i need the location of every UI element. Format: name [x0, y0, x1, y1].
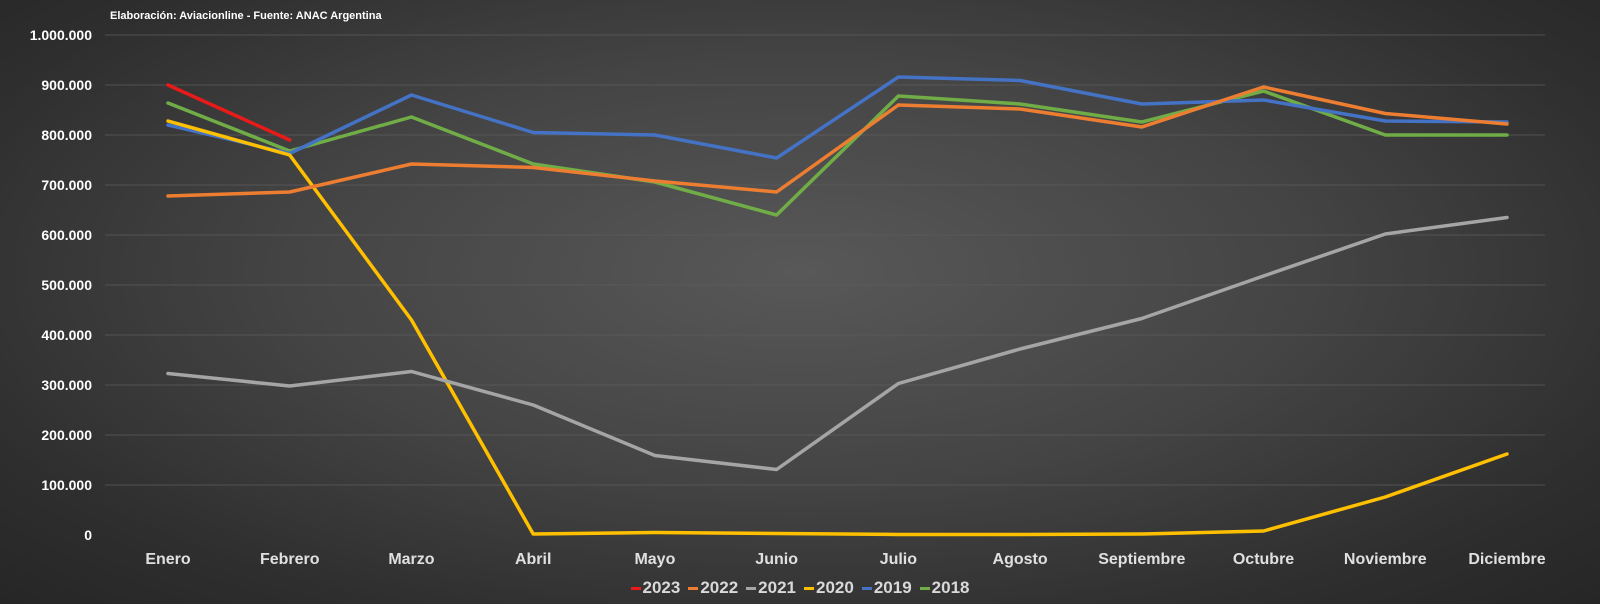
series-line-2018 [166, 89, 1509, 217]
x-tick-label: Abril [515, 551, 551, 568]
legend-item-2022: 2022 [688, 578, 738, 598]
x-tick-label: Noviembre [1344, 551, 1427, 568]
y-tick-label: 700.000 [41, 177, 92, 193]
y-tick-label: 400.000 [41, 327, 92, 343]
series-lines [166, 75, 1509, 537]
legend-label: 2020 [816, 578, 854, 597]
source-note: Elaboración: Aviacionline - Fuente: ANAC… [110, 10, 382, 22]
x-tick-label: Diciembre [1468, 551, 1545, 568]
series-line-2022 [166, 85, 1509, 198]
legend-label: 2019 [873, 578, 912, 597]
legend: 2023 2022 2021 2020 2019 2018 [0, 578, 1600, 598]
x-tick-label: Septiembre [1098, 551, 1185, 568]
y-tick-label: 0 [84, 527, 92, 543]
series-line-2023 [166, 83, 292, 142]
x-tick-label: Julio [880, 551, 918, 568]
legend-label: 2018 [931, 578, 970, 597]
legend-swatch [861, 586, 872, 590]
y-tick-label: 800.000 [41, 127, 92, 143]
legend-swatch [804, 586, 814, 590]
series-line-2020 [166, 119, 1509, 537]
x-tick-label: Junio [755, 551, 798, 568]
legend-label: 2021 [758, 578, 796, 597]
legend-item-2020: 2020 [804, 578, 854, 598]
series-line-2021 [166, 215, 1509, 472]
y-tick-label: 500.000 [41, 277, 92, 293]
y-tick-label: 200.000 [41, 427, 92, 443]
legend-swatch [919, 586, 930, 590]
legend-item-2018: 2018 [919, 578, 970, 598]
legend-swatch [630, 586, 641, 590]
y-tick-label: 1.000.000 [30, 27, 92, 43]
x-axis-tick-labels: Enero Febrero Marzo Abril Mayo Junio Julio Agos… [145, 551, 1545, 568]
y-axis-tick-labels: 0 100.000 200.000 300.000 400.000 500.000 600.… [30, 27, 93, 543]
y-tick-label: 100.000 [41, 477, 92, 493]
legend-label: 2022 [700, 578, 739, 597]
legend-swatch [688, 586, 699, 590]
legend-item-2019: 2019 [861, 578, 912, 598]
x-tick-label: Enero [145, 551, 191, 568]
y-tick-label: 300.000 [41, 377, 92, 393]
x-tick-label: Agosto [993, 551, 1048, 568]
y-tick-label: 600.000 [41, 227, 92, 243]
legend-item-2021: 2021 [746, 578, 796, 598]
legend-swatch [746, 586, 757, 590]
x-tick-label: Octubre [1233, 551, 1294, 568]
x-tick-label: Febrero [260, 551, 320, 568]
x-tick-label: Mayo [634, 551, 675, 568]
series-line-2019 [166, 75, 1509, 160]
gridlines [105, 34, 1545, 486]
legend-label: 2023 [642, 578, 681, 597]
y-tick-label: 900.000 [41, 77, 92, 93]
x-tick-label: Marzo [388, 551, 434, 568]
legend-item-2023: 2023 [630, 578, 681, 598]
